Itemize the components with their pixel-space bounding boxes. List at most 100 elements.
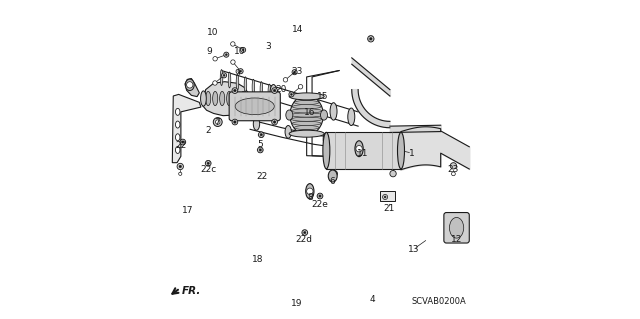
Circle shape [260, 134, 262, 136]
Ellipse shape [292, 121, 321, 125]
Circle shape [230, 60, 235, 64]
Ellipse shape [300, 93, 307, 111]
Circle shape [232, 119, 237, 125]
Circle shape [238, 69, 243, 74]
Ellipse shape [289, 93, 324, 100]
Polygon shape [172, 94, 201, 163]
Text: 20: 20 [276, 85, 287, 94]
Circle shape [239, 70, 241, 72]
Ellipse shape [252, 79, 255, 95]
Ellipse shape [205, 91, 211, 106]
Text: 8: 8 [307, 193, 313, 202]
Circle shape [294, 71, 296, 73]
Ellipse shape [175, 146, 180, 153]
Circle shape [224, 52, 229, 57]
Text: 6: 6 [330, 177, 335, 186]
FancyBboxPatch shape [229, 92, 280, 121]
Text: 11: 11 [358, 149, 369, 158]
Circle shape [257, 147, 263, 153]
Circle shape [317, 193, 323, 199]
Ellipse shape [241, 91, 246, 106]
Circle shape [221, 73, 227, 78]
Circle shape [273, 121, 276, 123]
Circle shape [212, 81, 217, 85]
Circle shape [179, 172, 182, 175]
Text: 15: 15 [317, 92, 328, 101]
Ellipse shape [291, 113, 323, 117]
Ellipse shape [228, 72, 231, 88]
Ellipse shape [323, 132, 330, 145]
Circle shape [242, 49, 244, 51]
Ellipse shape [200, 91, 206, 106]
Ellipse shape [227, 91, 232, 106]
Text: SCVAB0200A: SCVAB0200A [412, 297, 467, 306]
Text: 10: 10 [207, 28, 218, 37]
Ellipse shape [220, 91, 225, 106]
Polygon shape [202, 82, 248, 116]
Circle shape [177, 163, 184, 170]
Text: 23: 23 [291, 67, 303, 76]
Circle shape [225, 54, 227, 56]
Ellipse shape [234, 91, 239, 106]
Ellipse shape [298, 130, 316, 134]
Circle shape [223, 74, 225, 76]
Polygon shape [326, 132, 401, 169]
Circle shape [234, 89, 236, 92]
Circle shape [232, 88, 237, 93]
Circle shape [331, 170, 337, 177]
Polygon shape [352, 90, 390, 128]
Circle shape [182, 141, 184, 143]
Circle shape [384, 196, 386, 198]
Ellipse shape [253, 118, 260, 130]
Ellipse shape [175, 121, 180, 128]
Circle shape [451, 172, 455, 176]
Ellipse shape [291, 117, 322, 121]
Text: 12: 12 [451, 235, 462, 244]
Text: 22c: 22c [200, 165, 216, 174]
FancyBboxPatch shape [444, 212, 469, 243]
Text: 18: 18 [252, 255, 264, 264]
Ellipse shape [212, 91, 218, 106]
Circle shape [205, 160, 211, 166]
Circle shape [230, 42, 235, 46]
Text: 22e: 22e [311, 200, 328, 209]
Circle shape [207, 162, 209, 165]
Polygon shape [185, 78, 199, 97]
Circle shape [216, 120, 220, 124]
Text: 9: 9 [207, 47, 212, 56]
Ellipse shape [290, 95, 323, 135]
Circle shape [284, 78, 288, 82]
Text: 16: 16 [304, 108, 316, 117]
Circle shape [213, 118, 222, 126]
Text: 22d: 22d [295, 235, 312, 244]
Ellipse shape [220, 70, 223, 85]
Circle shape [179, 165, 182, 168]
Circle shape [187, 82, 193, 88]
Ellipse shape [294, 100, 319, 105]
Ellipse shape [235, 98, 275, 115]
Ellipse shape [292, 105, 321, 109]
Text: 17: 17 [182, 206, 193, 215]
Circle shape [319, 195, 321, 197]
Circle shape [383, 195, 388, 199]
Text: 14: 14 [292, 26, 303, 34]
Circle shape [213, 56, 218, 61]
Text: 19: 19 [291, 299, 303, 308]
Circle shape [302, 230, 308, 235]
Circle shape [273, 89, 276, 92]
Ellipse shape [323, 132, 330, 169]
Text: 2: 2 [205, 126, 211, 135]
Ellipse shape [294, 125, 319, 130]
Circle shape [367, 36, 374, 42]
Ellipse shape [328, 170, 337, 182]
Circle shape [259, 132, 264, 137]
Circle shape [272, 119, 278, 125]
Text: 10: 10 [234, 47, 246, 56]
Ellipse shape [186, 79, 194, 91]
Text: 7: 7 [214, 117, 220, 127]
Circle shape [291, 93, 292, 95]
Circle shape [180, 139, 186, 145]
Ellipse shape [449, 218, 464, 238]
Circle shape [272, 88, 278, 93]
Circle shape [292, 70, 297, 75]
